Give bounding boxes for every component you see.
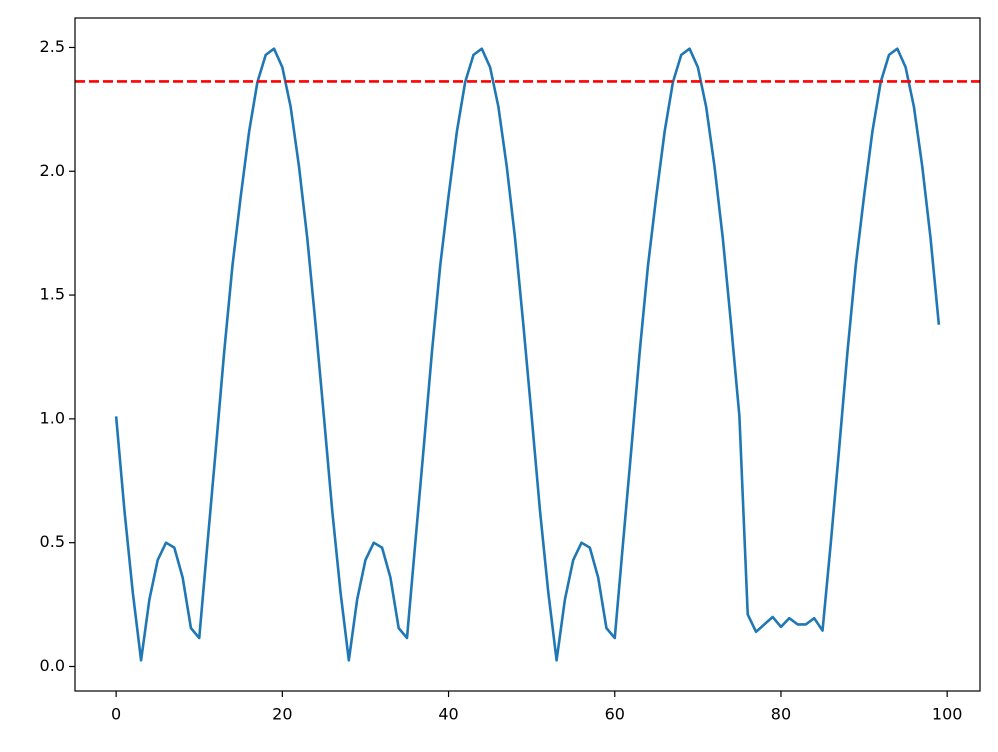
x-tick-label: 0 — [111, 705, 121, 724]
y-tick-label: 0.5 — [40, 532, 65, 551]
x-tick-label: 60 — [605, 705, 625, 724]
y-tick-label: 2.5 — [40, 37, 65, 56]
x-tick-label: 20 — [272, 705, 292, 724]
axes-frame — [74, 17, 981, 692]
x-tick-label: 40 — [438, 705, 458, 724]
data-line — [114, 47, 941, 662]
x-tick-label: 80 — [771, 705, 791, 724]
x-tick-label: 100 — [932, 705, 963, 724]
y-tick-label: 1.5 — [40, 285, 65, 304]
y-tick-label: 0.0 — [40, 656, 65, 675]
y-tick-label: 1.0 — [40, 408, 65, 427]
y-tick-label: 2.0 — [40, 161, 65, 180]
